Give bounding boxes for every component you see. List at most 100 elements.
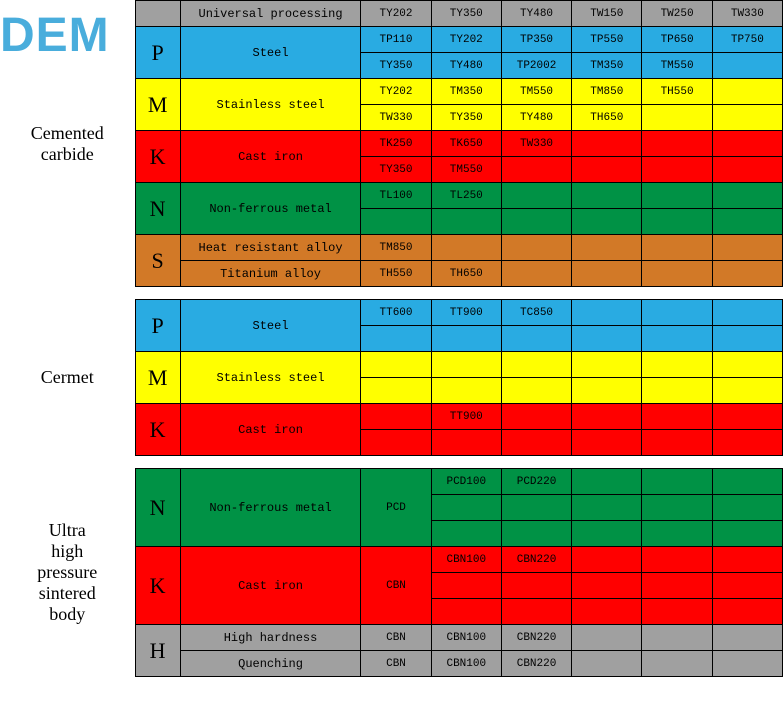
group-letter: N xyxy=(135,183,180,235)
val xyxy=(712,547,782,573)
val xyxy=(431,209,501,235)
val: TT900 xyxy=(431,300,501,326)
group-letter: M xyxy=(135,79,180,131)
val xyxy=(712,235,782,261)
val xyxy=(642,183,712,209)
val: TM550 xyxy=(642,53,712,79)
val xyxy=(501,573,571,599)
material-label: Cast iron xyxy=(180,404,361,456)
val: TC850 xyxy=(501,300,571,326)
material-table: Cemented carbideUniversal processingTY20… xyxy=(0,0,783,677)
group-letter: P xyxy=(135,27,180,79)
val: TM850 xyxy=(572,79,642,105)
val xyxy=(642,573,712,599)
val xyxy=(572,131,642,157)
val xyxy=(642,404,712,430)
header-val: TW330 xyxy=(712,1,782,27)
val xyxy=(572,404,642,430)
val xyxy=(361,404,431,430)
val xyxy=(712,352,782,378)
val xyxy=(642,547,712,573)
val xyxy=(501,261,571,287)
val: TH650 xyxy=(572,105,642,131)
val xyxy=(712,651,782,677)
leading-val: CBN xyxy=(361,547,431,625)
val xyxy=(572,300,642,326)
header-val: TW250 xyxy=(642,1,712,27)
val: CBN220 xyxy=(501,651,571,677)
val xyxy=(572,521,642,547)
leading-val: CBN xyxy=(361,651,431,677)
val xyxy=(712,53,782,79)
val: TK250 xyxy=(361,131,431,157)
val: CBN100 xyxy=(431,651,501,677)
material-label: Cast iron xyxy=(180,547,361,625)
val: TY350 xyxy=(431,105,501,131)
group-letter: P xyxy=(135,300,180,352)
val xyxy=(642,495,712,521)
val xyxy=(572,469,642,495)
val xyxy=(712,209,782,235)
val: TY480 xyxy=(501,105,571,131)
val: PCD100 xyxy=(431,469,501,495)
val xyxy=(501,521,571,547)
val xyxy=(712,183,782,209)
val xyxy=(501,209,571,235)
val xyxy=(642,469,712,495)
val: TH550 xyxy=(642,79,712,105)
val xyxy=(642,378,712,404)
header-val: TY350 xyxy=(431,1,501,27)
val xyxy=(712,469,782,495)
val xyxy=(501,404,571,430)
material-label: Stainless steel xyxy=(180,79,361,131)
val: TY480 xyxy=(431,53,501,79)
val xyxy=(712,261,782,287)
val: TM550 xyxy=(431,157,501,183)
val xyxy=(712,79,782,105)
val xyxy=(501,495,571,521)
val xyxy=(572,547,642,573)
val: TL100 xyxy=(361,183,431,209)
val xyxy=(712,404,782,430)
val xyxy=(712,157,782,183)
leading-val: CBN xyxy=(361,625,431,651)
val xyxy=(501,430,571,456)
val xyxy=(712,131,782,157)
val xyxy=(642,352,712,378)
val xyxy=(712,378,782,404)
material-label: Non-ferrous metal xyxy=(180,469,361,547)
val: TK650 xyxy=(431,131,501,157)
val xyxy=(431,378,501,404)
header-val: TY480 xyxy=(501,1,571,27)
val: TY202 xyxy=(361,79,431,105)
val xyxy=(642,521,712,547)
val xyxy=(572,625,642,651)
val xyxy=(572,261,642,287)
header-val: TY202 xyxy=(361,1,431,27)
val xyxy=(712,105,782,131)
material-label: Quenching xyxy=(180,651,361,677)
val: CBN220 xyxy=(501,547,571,573)
val xyxy=(361,209,431,235)
section-label: Ultra high pressure sintered body xyxy=(0,469,135,677)
val: TP650 xyxy=(642,27,712,53)
val xyxy=(572,235,642,261)
group-letter: K xyxy=(135,404,180,456)
section-label: Cemented carbide xyxy=(0,1,135,287)
val xyxy=(642,300,712,326)
val xyxy=(572,573,642,599)
val xyxy=(712,599,782,625)
material-label: Non-ferrous metal xyxy=(180,183,361,235)
val xyxy=(361,352,431,378)
header-val: TW150 xyxy=(572,1,642,27)
val xyxy=(501,157,571,183)
val: TW330 xyxy=(501,131,571,157)
val xyxy=(642,235,712,261)
val xyxy=(431,495,501,521)
val xyxy=(642,261,712,287)
val xyxy=(501,326,571,352)
val xyxy=(572,183,642,209)
val xyxy=(712,326,782,352)
val xyxy=(642,157,712,183)
val xyxy=(501,183,571,209)
